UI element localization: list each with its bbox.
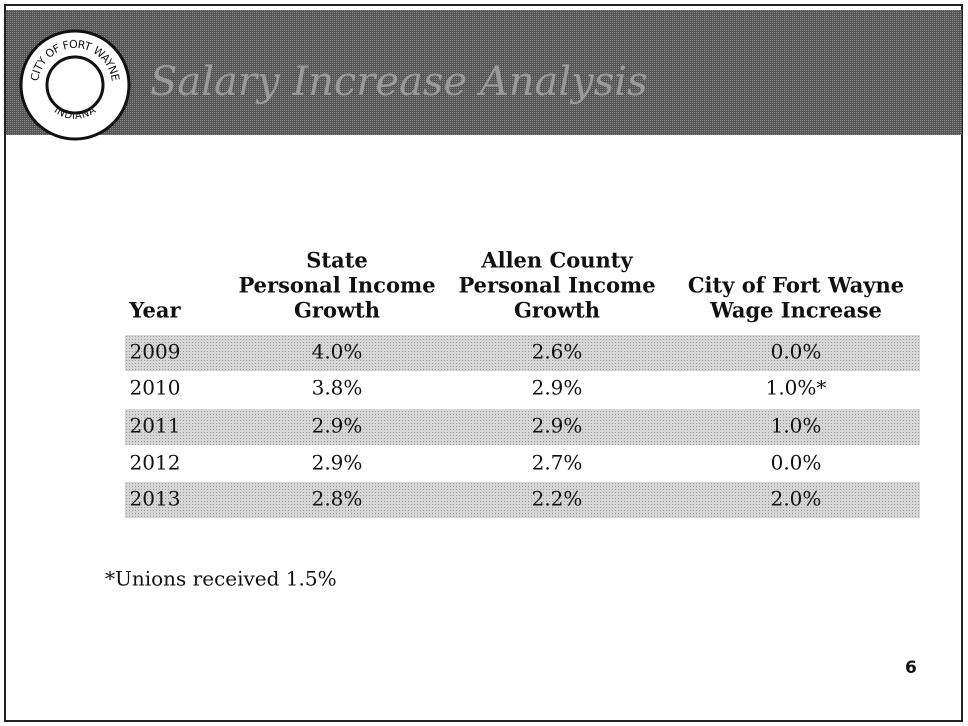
column-header: Year [128,298,181,323]
table-cell: 2.2% [532,487,583,511]
table-cell: 2012 [130,451,181,475]
table-cell: 2.6% [532,340,583,364]
row-shade [125,409,920,445]
table-cell: 0.0% [771,451,822,475]
slide-title: Salary Increase Analysis [150,59,648,105]
column-header: Growth [514,298,600,323]
header-banner [6,10,962,135]
column-header: Growth [294,298,380,323]
footnote: *Unions received 1.5% [105,567,337,591]
table-cell: 2.7% [532,451,583,475]
page-number: 6 [905,658,917,678]
table-cell: 3.8% [312,376,363,400]
slide-border [4,4,963,722]
column-header: Wage Increase [709,298,882,323]
table-cell: 1.0%* [766,376,827,400]
table-cell: 1.0% [771,414,822,438]
table-cell: 2.0% [771,487,822,511]
table-cell: 2.9% [532,376,583,400]
column-header: State [306,248,368,273]
column-header: Personal Income [458,273,655,298]
column-header: Personal Income [238,273,435,298]
table-cell: 2.8% [312,487,363,511]
table-cell: 2013 [130,487,181,511]
column-header: City of Fort Wayne [688,273,904,298]
table-cell: 2010 [130,376,181,400]
table-cell: 2.9% [312,451,363,475]
table-cell: 2.9% [312,414,363,438]
table-cell: 4.0% [312,340,363,364]
logo: CITY OF FORT WAYNE INDIANA [19,29,131,141]
column-header: Allen County [480,248,633,273]
table-cell: 0.0% [771,340,822,364]
table-cell: 2011 [130,414,181,438]
row-shade [125,335,920,371]
table-cell: 2009 [130,340,181,364]
table-cell: 2.9% [532,414,583,438]
row-shade [125,482,920,518]
